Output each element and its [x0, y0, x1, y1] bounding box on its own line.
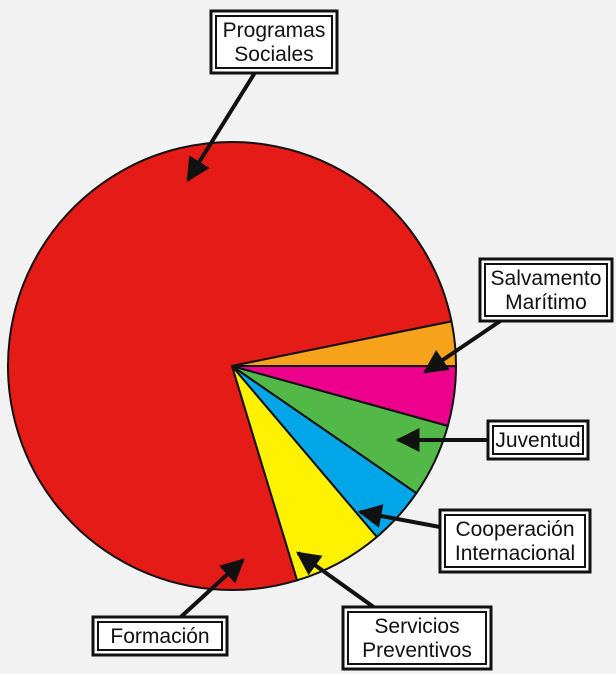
- callout-label-line: Juventud: [495, 429, 580, 452]
- pie-slice-programas-sociales: [7, 141, 453, 591]
- callout-box: [209, 9, 339, 75]
- callout-juventud: Juventud: [395, 419, 590, 461]
- callout-programas-sociales: Programas Sociales: [186, 9, 339, 183]
- callout-label-line: Internacional: [455, 542, 575, 565]
- callout-box: [478, 257, 614, 323]
- pie-slices: [7, 141, 458, 591]
- callout-box-inner: [444, 514, 586, 568]
- callout-label-line: Sociales: [234, 43, 313, 66]
- callout-box: [91, 615, 229, 657]
- callout-label-line: Salvamento: [491, 267, 602, 290]
- pie-callouts: Programas Sociales Salvamento Marítimo Juven…: [91, 9, 614, 671]
- callout-label-line: Preventivos: [362, 639, 472, 662]
- pie-slice-formacion: [231, 320, 458, 368]
- callout-label-line: Cooperación: [455, 518, 574, 541]
- callout-box-inner: [215, 15, 333, 69]
- callout-label: Cooperación Internacional: [455, 518, 575, 565]
- callout-label: Servicios Preventivos: [362, 615, 472, 662]
- callout-salvamento-maritimo: Salvamento Marítimo: [423, 257, 614, 374]
- callout-formacion: Formación: [91, 558, 245, 657]
- callout-box-inner: [347, 611, 487, 665]
- callout-box: [438, 508, 592, 574]
- callout-box-inner: [484, 263, 608, 317]
- callout-box-inner: [492, 425, 584, 455]
- callout-label: Formación: [110, 625, 209, 648]
- callout-servicios-preventivos: Servicios Preventivos: [296, 551, 493, 671]
- callout-label-line: Programas: [223, 19, 326, 42]
- callout-box: [341, 605, 493, 671]
- callout-box-inner: [97, 621, 223, 651]
- callout-label: Salvamento Marítimo: [491, 267, 602, 314]
- callout-cooperacion-internacional: Cooperación Internacional: [357, 504, 592, 574]
- callout-label: Programas Sociales: [223, 19, 326, 66]
- callout-arrow: [186, 71, 257, 183]
- callout-arrow: [423, 319, 502, 374]
- callout-label-line: Servicios: [374, 615, 459, 638]
- callout-arrow: [296, 551, 375, 609]
- callout-label-line: Marítimo: [505, 291, 587, 314]
- callout-arrow: [357, 504, 441, 529]
- callout-label-line: Formación: [110, 625, 209, 648]
- callout-arrow: [179, 558, 245, 619]
- callout-label: Juventud: [495, 429, 580, 452]
- callout-box: [486, 419, 590, 461]
